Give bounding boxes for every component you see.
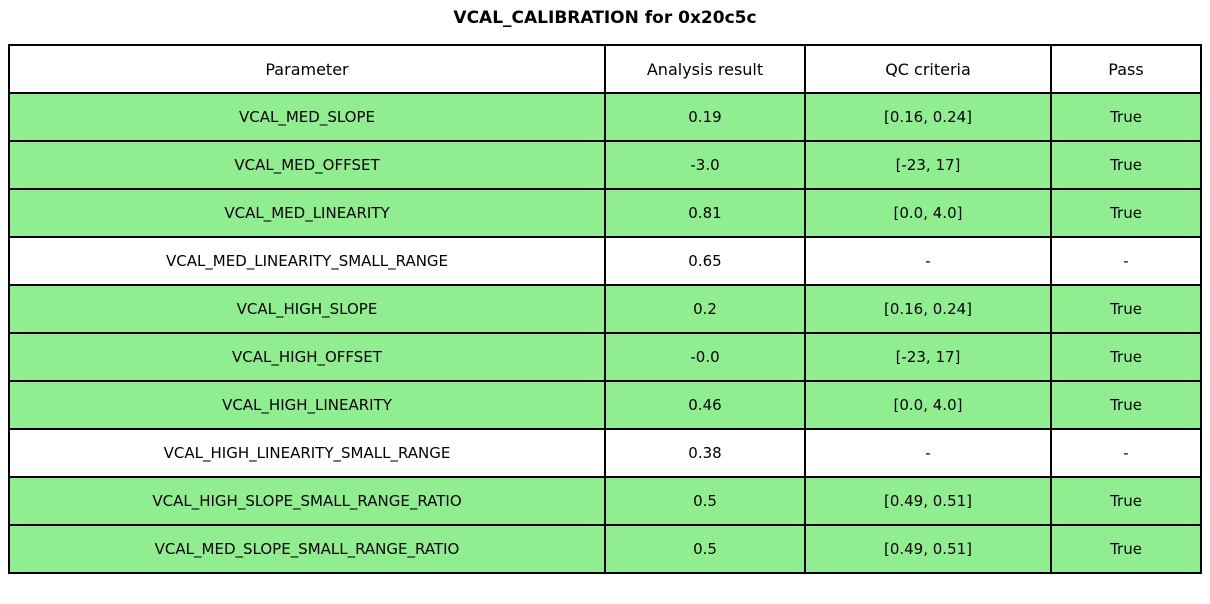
- cell-pass: True: [1050, 284, 1202, 334]
- cell-parameter: VCAL_MED_LINEARITY_SMALL_RANGE: [8, 236, 606, 286]
- cell-qc-criteria: [0.0, 4.0]: [804, 380, 1052, 430]
- table-row: VCAL_HIGH_SLOPE 0.2 [0.16, 0.24] True: [8, 284, 1202, 334]
- cell-analysis-result: 0.46: [604, 380, 806, 430]
- cell-pass: True: [1050, 332, 1202, 382]
- cell-qc-criteria: [0.49, 0.51]: [804, 476, 1052, 526]
- cell-qc-criteria: [-23, 17]: [804, 140, 1052, 190]
- cell-parameter: VCAL_HIGH_SLOPE_SMALL_RANGE_RATIO: [8, 476, 606, 526]
- table-row: VCAL_MED_SLOPE 0.19 [0.16, 0.24] True: [8, 92, 1202, 142]
- cell-parameter: VCAL_MED_LINEARITY: [8, 188, 606, 238]
- cell-pass: -: [1050, 428, 1202, 478]
- cell-pass: True: [1050, 140, 1202, 190]
- cell-qc-criteria: -: [804, 428, 1052, 478]
- cell-analysis-result: 0.38: [604, 428, 806, 478]
- header-row: Parameter Analysis result QC criteria Pass: [8, 44, 1202, 94]
- table-row: VCAL_MED_LINEARITY 0.81 [0.0, 4.0] True: [8, 188, 1202, 238]
- cell-analysis-result: 0.5: [604, 524, 806, 574]
- cell-parameter: VCAL_MED_SLOPE: [8, 92, 606, 142]
- table-row: VCAL_MED_OFFSET -3.0 [-23, 17] True: [8, 140, 1202, 190]
- cell-pass: True: [1050, 476, 1202, 526]
- cell-pass: True: [1050, 92, 1202, 142]
- cell-pass: True: [1050, 380, 1202, 430]
- cell-analysis-result: -3.0: [604, 140, 806, 190]
- table-row: VCAL_HIGH_OFFSET -0.0 [-23, 17] True: [8, 332, 1202, 382]
- cell-analysis-result: 0.5: [604, 476, 806, 526]
- table-row: VCAL_MED_SLOPE_SMALL_RANGE_RATIO 0.5 [0.49…: [8, 524, 1202, 574]
- cell-analysis-result: 0.81: [604, 188, 806, 238]
- column-header-0: Parameter: [8, 44, 606, 94]
- cell-parameter: VCAL_HIGH_SLOPE: [8, 284, 606, 334]
- cell-parameter: VCAL_HIGH_OFFSET: [8, 332, 606, 382]
- table-row: VCAL_MED_LINEARITY_SMALL_RANGE 0.65- -: [8, 236, 1202, 286]
- table-body: VCAL_MED_SLOPE 0.19 [0.16, 0.24] True VCAL_M…: [8, 92, 1202, 574]
- cell-pass: -: [1050, 236, 1202, 286]
- cell-parameter: VCAL_MED_SLOPE_SMALL_RANGE_RATIO: [8, 524, 606, 574]
- cell-parameter: VCAL_MED_OFFSET: [8, 140, 606, 190]
- column-header-3: Pass: [1050, 44, 1202, 94]
- cell-analysis-result: 0.65: [604, 236, 806, 286]
- cell-qc-criteria: [0.16, 0.24]: [804, 284, 1052, 334]
- cell-qc-criteria: [-23, 17]: [804, 332, 1052, 382]
- cell-analysis-result: 0.2: [604, 284, 806, 334]
- cell-pass: True: [1050, 188, 1202, 238]
- column-header-1: Analysis result: [604, 44, 806, 94]
- cell-qc-criteria: -: [804, 236, 1052, 286]
- cell-pass: True: [1050, 524, 1202, 574]
- qc-results-table: Parameter Analysis result QC criteria Pass …: [8, 44, 1202, 574]
- cell-parameter: VCAL_HIGH_LINEARITY_SMALL_RANGE: [8, 428, 606, 478]
- table-row: VCAL_HIGH_SLOPE_SMALL_RANGE_RATIO 0.5 [0.4…: [8, 476, 1202, 526]
- table-row: VCAL_HIGH_LINEARITY_SMALL_RANGE 0.38- -: [8, 428, 1202, 478]
- cell-qc-criteria: [0.0, 4.0]: [804, 188, 1052, 238]
- cell-analysis-result: 0.19: [604, 92, 806, 142]
- column-header-2: QC criteria: [804, 44, 1052, 94]
- table-row: VCAL_HIGH_LINEARITY 0.46 [0.0, 4.0] True: [8, 380, 1202, 430]
- cell-parameter: VCAL_HIGH_LINEARITY: [8, 380, 606, 430]
- cell-analysis-result: -0.0: [604, 332, 806, 382]
- cell-qc-criteria: [0.49, 0.51]: [804, 524, 1052, 574]
- figure-title: VCAL_CALIBRATION for 0x20c5c: [453, 8, 757, 28]
- cell-qc-criteria: [0.16, 0.24]: [804, 92, 1052, 142]
